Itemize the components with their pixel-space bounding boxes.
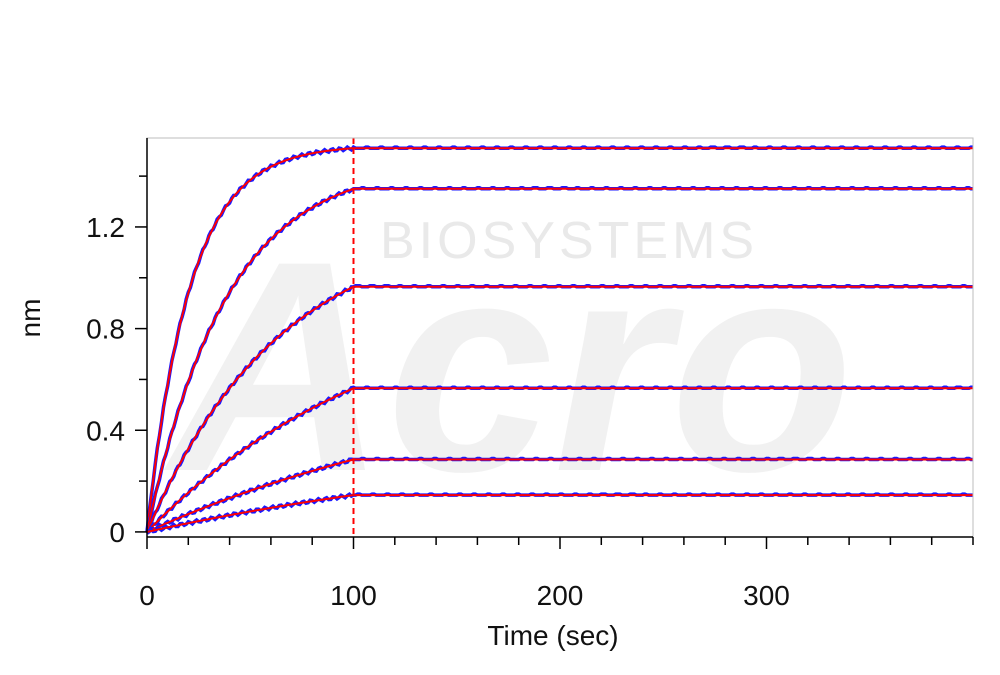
x-axis-label: Time (sec) — [487, 620, 618, 651]
fit-curve-1 — [146, 147, 973, 533]
fit-curve-4 — [146, 387, 973, 533]
y-axis-label: nm — [15, 299, 46, 338]
watermark: Acro BIOSYSTEMS — [161, 198, 854, 534]
watermark-text: BIOSYSTEMS — [380, 212, 758, 270]
y-tick-label: 1.2 — [86, 212, 125, 243]
y-tick-label: 0 — [109, 517, 125, 548]
fit-curve-2 — [146, 187, 973, 533]
x-tick-label: 300 — [743, 580, 790, 611]
x-tick-label: 100 — [330, 580, 377, 611]
plot-area — [145, 138, 973, 537]
x-tick-label: 0 — [139, 580, 155, 611]
y-tick-label: 0.8 — [86, 314, 125, 345]
fit-curve-3 — [146, 285, 973, 533]
fit-curve-6 — [146, 494, 973, 533]
x-tick-label: 200 — [537, 580, 584, 611]
watermark-logo: Acro — [161, 198, 854, 534]
axes: 0 0.4 0.8 1.2 0 100 200 300 — [86, 137, 974, 611]
fit-curve-5 — [146, 458, 973, 533]
y-tick-label: 0.4 — [86, 415, 125, 446]
